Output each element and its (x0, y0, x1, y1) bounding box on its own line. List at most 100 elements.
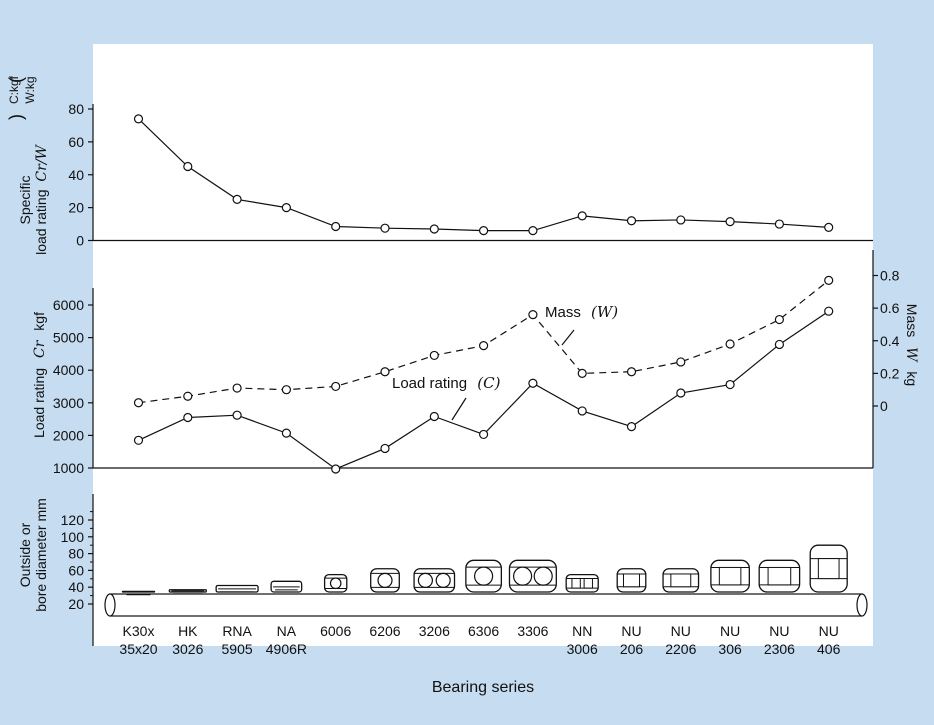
mass-point (133, 398, 144, 408)
load-rating-point (774, 339, 785, 350)
ball (329, 577, 342, 590)
roller (817, 558, 840, 580)
middle-y-right-label: Mass W kg (903, 304, 920, 386)
mass-point (676, 357, 686, 367)
mass-point (232, 383, 242, 393)
x-category-label-line1: 6206 (369, 623, 400, 639)
bearing-icon (565, 573, 599, 593)
specific-load-point (626, 216, 637, 226)
load-rating-point (479, 429, 489, 440)
x-category-labels: K30x 35x20 HK 3026 RNA 5905 NA 4906R 6006 6206 320… (119, 623, 840, 657)
top-y-tick-label: 60 (68, 134, 84, 150)
bearing-icon (215, 584, 259, 593)
x-category-label-line1: 3306 (517, 623, 548, 639)
mass-point (479, 341, 489, 351)
bearing-icons-group (104, 544, 868, 617)
mass-annotation: Mass (W) (545, 303, 618, 346)
x-category-label-line2: 2206 (665, 641, 696, 657)
ball (474, 566, 494, 586)
ball (533, 566, 553, 586)
x-category-label-line1: NU (720, 623, 740, 639)
specific-load-point (479, 226, 489, 236)
right-y-tick-label: 0.8 (880, 268, 900, 284)
bearing-icon (616, 568, 647, 593)
x-category-label-line2: 406 (817, 641, 841, 657)
load-rating-point (824, 306, 834, 316)
load-rating-point (528, 378, 538, 388)
mass-point (429, 350, 439, 361)
x-category-label-line1: NA (277, 623, 297, 639)
top-y-tick-label: 40 (68, 167, 84, 183)
x-category-label-line2: 206 (620, 641, 644, 657)
bearing-icon (168, 589, 207, 595)
x-category-label-line1: NU (769, 623, 789, 639)
svg-text:Load rating Cr kgf: Load rating Cr kgf (31, 312, 48, 438)
load-rating-point (380, 443, 390, 454)
svg-text:load rating Cr/W: load rating Cr/W (33, 143, 50, 254)
x-category-label-line2: 306 (718, 641, 742, 657)
svg-text:Mass W kg: Mass W kg (903, 304, 920, 386)
left-axis-label: Load rating (31, 368, 47, 438)
x-category-label-line2: 3006 (567, 641, 598, 657)
left-y-tick-label: 3000 (53, 395, 84, 411)
right-y-tick-label: 0.2 (880, 365, 900, 381)
unit-bracket-close: ) (6, 114, 26, 120)
mass-annotation-label: Mass (545, 304, 581, 321)
load-annotation: Load rating (C) (392, 374, 501, 421)
right-axis-unit: kg (904, 371, 920, 386)
load-rating-point (232, 410, 242, 420)
left-y-tick-label: 2000 (53, 427, 84, 443)
unit-bracket-open: ( (6, 77, 26, 83)
roller (670, 573, 692, 588)
middle-y-left-label: Load rating Cr kgf (31, 312, 48, 438)
specific-load-point (133, 114, 144, 124)
roller (583, 578, 593, 589)
x-category-label-line1: 6306 (468, 623, 499, 639)
specific-load-point (774, 219, 785, 229)
top-y-label-line1: Specific (17, 175, 33, 224)
left-y-tick-label: 5000 (53, 330, 84, 346)
unit-note-line2: W:kg (23, 76, 37, 103)
top-y-label: Specific load rating Cr/W ( C:kgf W:kg ) (6, 75, 50, 255)
x-category-label-line2: 5905 (222, 641, 253, 657)
x-category-label-line1: NN (572, 623, 592, 639)
ball (435, 572, 451, 588)
ball (512, 566, 533, 586)
mass-point (331, 381, 341, 392)
mass-point (824, 275, 834, 285)
specific-load-point (380, 223, 390, 233)
mass-point (281, 385, 291, 395)
bottom-y-tick-label: 40 (68, 579, 84, 595)
roller (718, 566, 742, 586)
shaft-right-end (856, 593, 868, 617)
roller (767, 566, 792, 586)
bearing-icon (413, 568, 456, 593)
bottom-y-label: Outside or bore diameter mm (17, 498, 49, 612)
top-y-tick-label: 80 (68, 101, 84, 117)
specific-load-point (232, 194, 242, 205)
mass-annotation-leader (561, 329, 575, 346)
mass-point (183, 391, 193, 401)
left-y-tick-label: 1000 (53, 460, 84, 476)
load-rating-point (676, 388, 686, 398)
mass-annotation-symbol: (W) (591, 303, 618, 321)
specific-load-point (429, 224, 439, 234)
shaft-left-end (104, 593, 116, 617)
x-category-label-line1: K30x (123, 623, 155, 639)
roller (571, 578, 581, 589)
axes-group: 02040608010002000300040005000600000.20.4… (53, 101, 900, 646)
svg-text:Mass (W): Mass (W) (545, 303, 618, 321)
roller (622, 573, 641, 588)
shaft-body (109, 593, 863, 617)
x-category-label-line1: NU (621, 623, 641, 639)
mass-point (626, 367, 637, 377)
load-annotation-leader (451, 397, 467, 421)
mass-point (528, 310, 538, 320)
specific-load-point (331, 221, 341, 232)
mass-point (774, 314, 785, 325)
load-rating-point (183, 412, 193, 423)
specific-load-point (725, 216, 735, 227)
load-rating-point (626, 421, 637, 432)
bottom-y-tick-label: 100 (61, 529, 85, 545)
